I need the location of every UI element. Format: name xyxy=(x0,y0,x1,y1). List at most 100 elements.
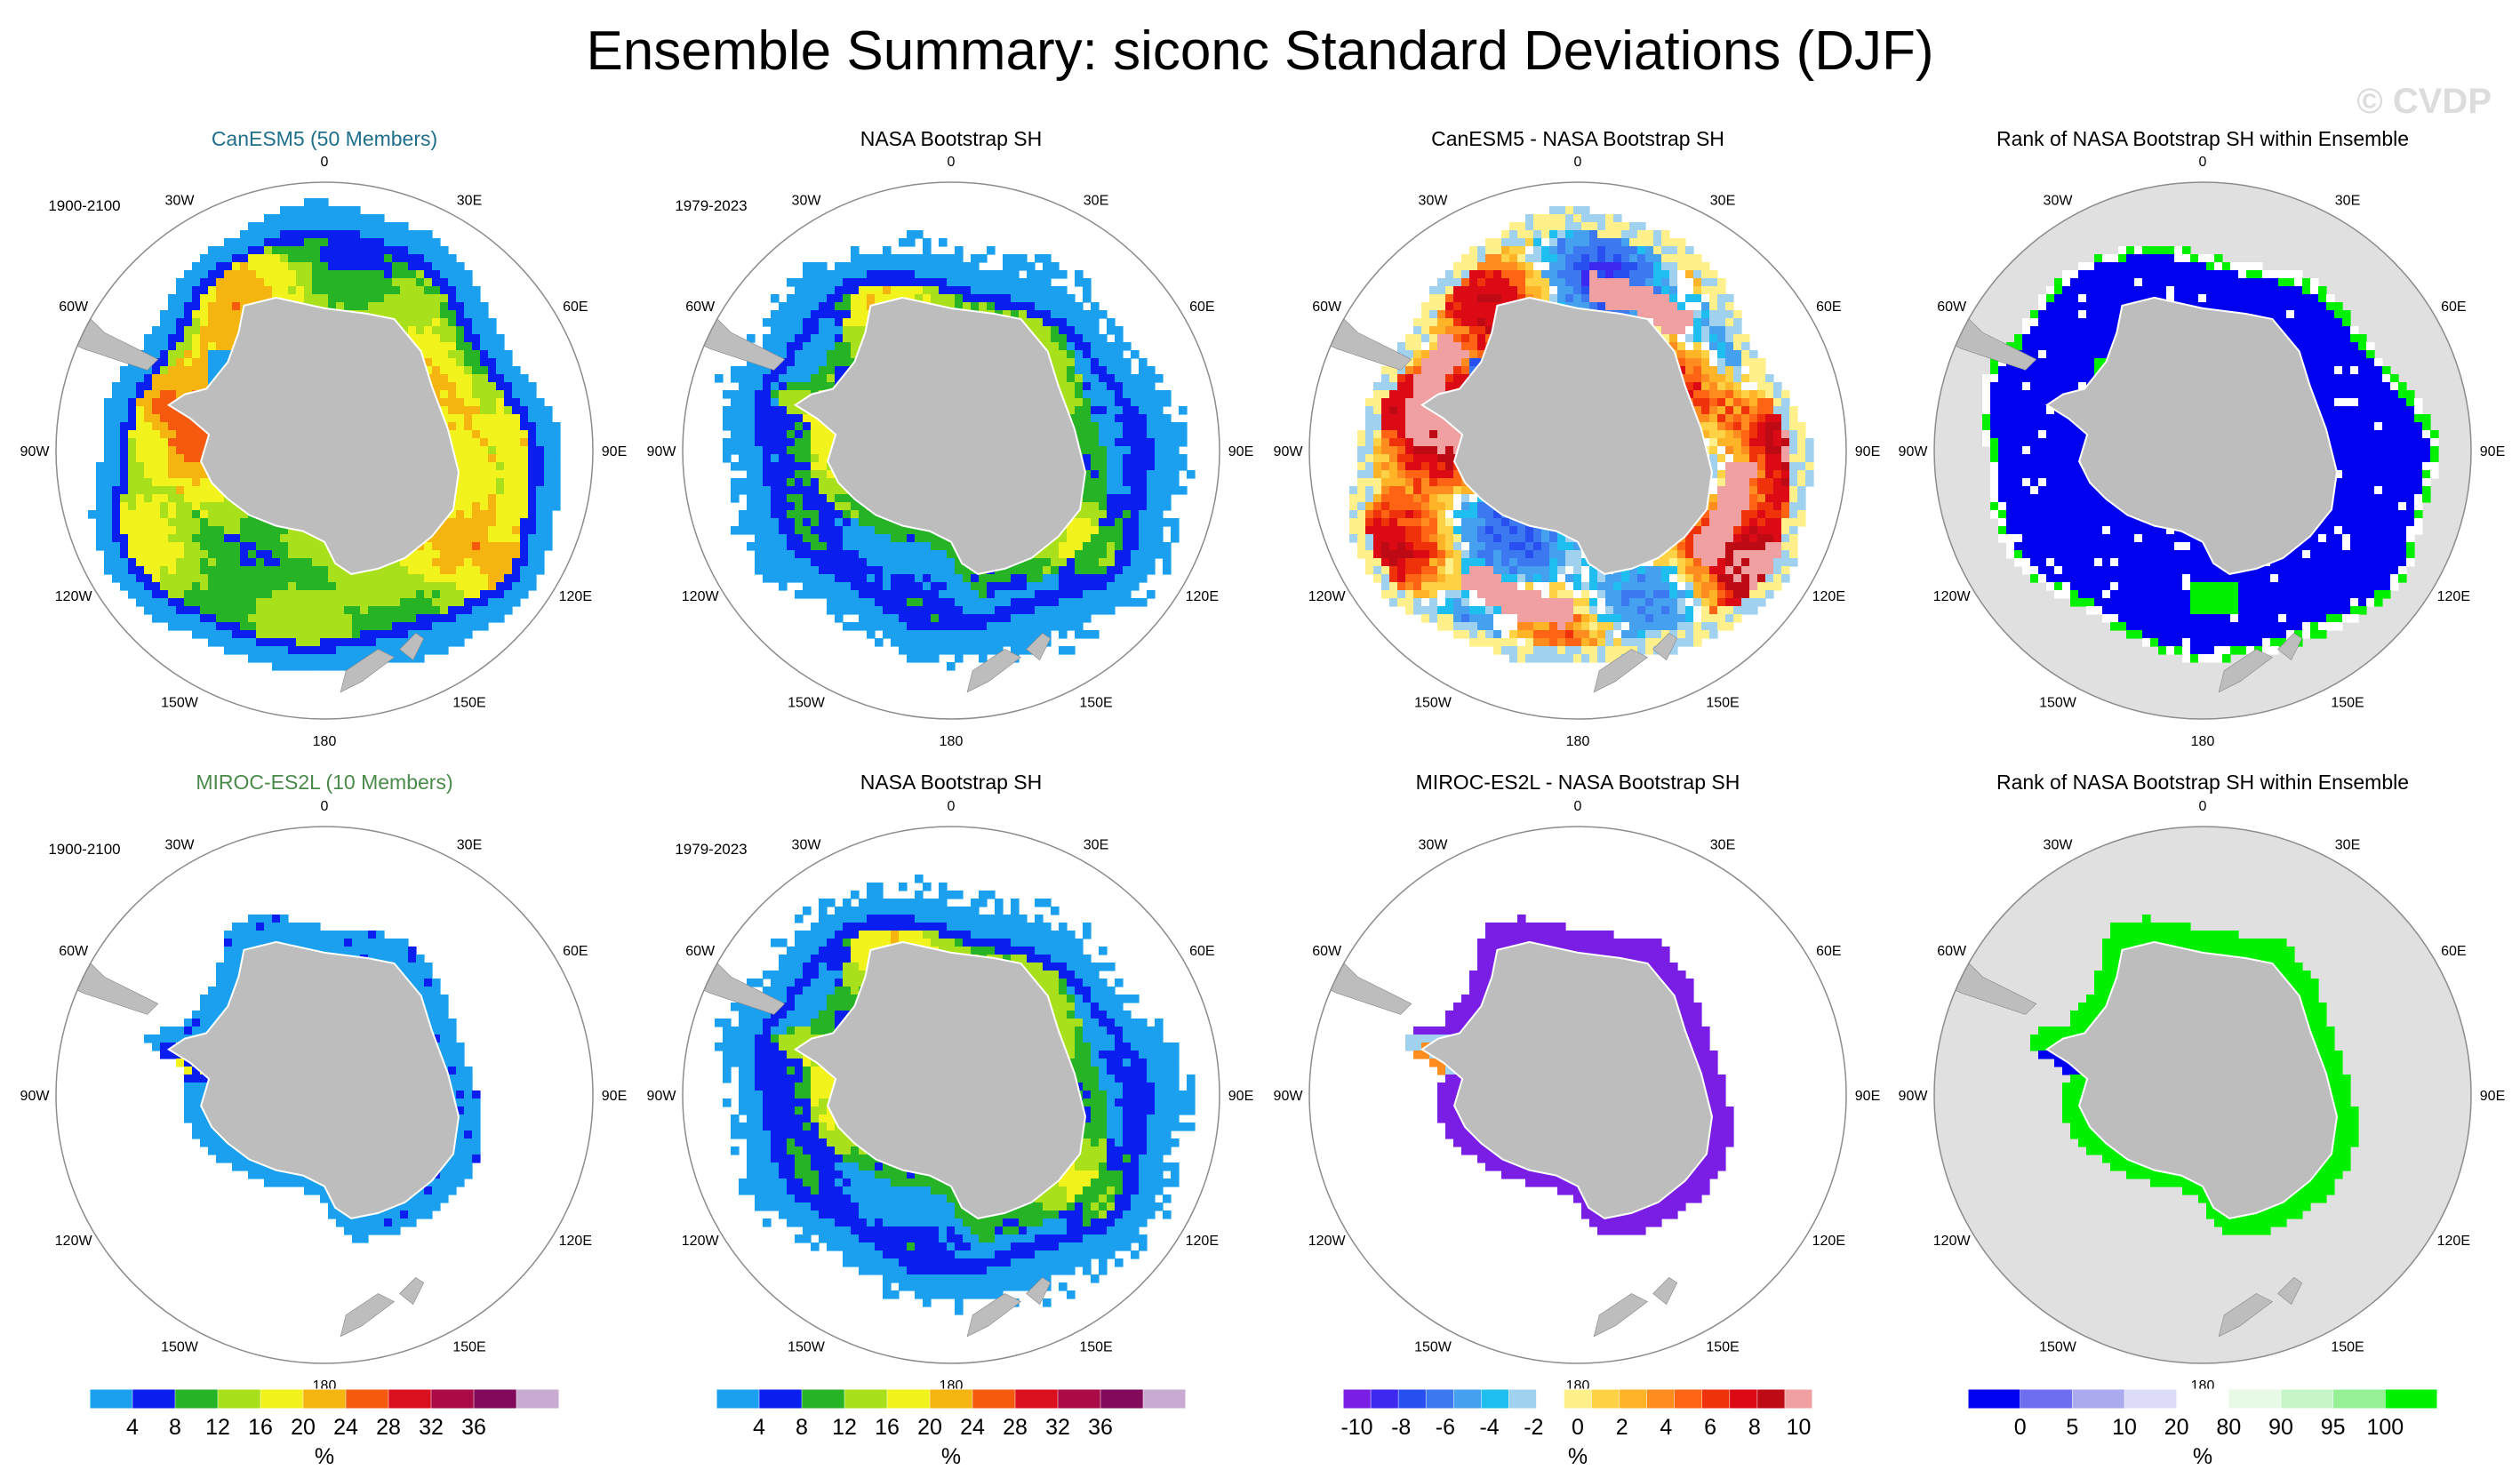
grid-cell xyxy=(528,542,537,551)
grid-cell xyxy=(851,294,860,303)
grid-cell xyxy=(360,614,369,623)
grid-cell xyxy=(456,382,465,391)
grid-cell xyxy=(224,238,233,247)
grid-cell xyxy=(184,310,193,319)
grid-cell xyxy=(819,494,828,503)
grid-cell xyxy=(1059,646,1068,655)
grid-cell xyxy=(368,622,377,631)
grid-cell xyxy=(1051,310,1060,319)
grid-cell xyxy=(1139,470,1148,479)
grid-cell xyxy=(835,366,844,375)
grid-cell xyxy=(779,574,788,583)
grid-cell xyxy=(152,518,161,527)
grid-cell xyxy=(819,566,828,575)
grid-cell xyxy=(488,326,497,335)
grid-cell xyxy=(432,374,441,383)
grid-cell xyxy=(795,350,804,359)
grid-cell xyxy=(200,590,209,599)
grid-cell xyxy=(947,286,956,295)
grid-cell xyxy=(771,334,780,343)
grid-cell xyxy=(512,526,521,535)
grid-cell xyxy=(803,334,812,343)
grid-cell xyxy=(811,302,820,311)
grid-cell xyxy=(192,470,201,479)
grid-cell xyxy=(899,630,908,639)
grid-cell xyxy=(1083,366,1092,375)
grid-cell xyxy=(883,270,892,279)
grid-cell xyxy=(747,414,756,423)
grid-cell xyxy=(907,270,916,279)
grid-cell xyxy=(528,390,537,399)
grid-cell xyxy=(400,310,409,319)
grid-cell xyxy=(1123,406,1132,415)
grid-cell xyxy=(408,334,417,343)
grid-cell xyxy=(955,606,964,615)
grid-cell xyxy=(955,654,964,663)
grid-cell xyxy=(907,654,916,663)
grid-cell xyxy=(448,566,457,575)
grid-cell xyxy=(352,646,361,655)
grid-cell xyxy=(240,582,249,591)
grid-cell xyxy=(224,246,233,255)
grid-cell xyxy=(504,422,513,431)
grid-cell xyxy=(160,358,169,367)
grid-cell xyxy=(488,574,497,583)
grid-cell xyxy=(280,214,289,223)
grid-cell xyxy=(851,350,860,359)
grid-cell xyxy=(1043,318,1052,327)
grid-cell xyxy=(440,590,449,599)
grid-cell xyxy=(160,406,169,415)
grid-cell xyxy=(104,470,113,479)
grid-cell xyxy=(915,654,924,663)
grid-cell xyxy=(376,566,385,575)
grid-cell xyxy=(368,246,377,255)
grid-cell xyxy=(208,638,217,647)
grid-cell xyxy=(795,278,804,287)
grid-cell xyxy=(987,622,996,631)
grid-cell xyxy=(867,518,876,527)
grid-cell xyxy=(1035,254,1044,263)
grid-cell xyxy=(144,430,153,439)
grid-cell xyxy=(1027,302,1036,311)
grid-cell xyxy=(112,534,121,543)
grid-cell xyxy=(859,558,868,567)
grid-cell xyxy=(795,542,804,551)
grid-cell xyxy=(136,414,145,423)
grid-cell xyxy=(240,542,249,551)
grid-cell xyxy=(851,606,860,615)
grid-cell xyxy=(448,390,457,399)
grid-cell xyxy=(1147,430,1156,439)
grid-cell xyxy=(923,590,932,599)
grid-cell xyxy=(208,502,217,511)
grid-cell xyxy=(448,550,457,559)
grid-cell xyxy=(811,446,820,455)
grid-cell xyxy=(160,342,169,351)
grid-cell xyxy=(827,534,836,543)
grid-cell xyxy=(795,574,804,583)
grid-cell xyxy=(448,358,457,367)
grid-cell xyxy=(128,590,137,599)
grid-cell xyxy=(176,462,185,471)
grid-cell xyxy=(376,622,385,631)
grid-cell xyxy=(224,342,233,351)
grid-cell xyxy=(899,606,908,615)
grid-cell xyxy=(1075,582,1084,591)
grid-cell xyxy=(216,358,225,367)
grid-cell xyxy=(488,526,497,535)
grid-cell xyxy=(779,526,788,535)
grid-cell xyxy=(488,430,497,439)
grid-cell xyxy=(1549,206,1558,215)
grid-cell xyxy=(344,590,353,599)
grid-cell xyxy=(136,526,145,535)
grid-cell xyxy=(376,590,385,599)
grid-cell xyxy=(248,262,257,271)
grid-cell xyxy=(827,582,836,591)
grid-cell xyxy=(160,374,169,383)
grid-cell xyxy=(416,270,425,279)
period-label: 1979-2023 xyxy=(675,197,747,214)
grid-cell xyxy=(1099,446,1108,455)
grid-cell xyxy=(1019,590,1028,599)
grid-cell xyxy=(947,646,956,655)
grid-cell xyxy=(120,518,129,527)
grid-cell xyxy=(1163,398,1172,407)
